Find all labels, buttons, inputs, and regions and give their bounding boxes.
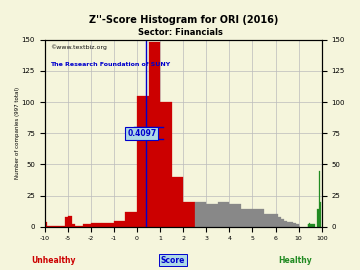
Bar bbox=[312, 224, 313, 227]
Text: Unhealthy: Unhealthy bbox=[32, 256, 76, 265]
Bar bbox=[114, 221, 125, 227]
Bar bbox=[160, 102, 172, 227]
Text: The Research Foundation of SUNY: The Research Foundation of SUNY bbox=[50, 62, 170, 67]
Bar bbox=[68, 215, 72, 227]
Bar bbox=[296, 224, 299, 227]
Bar bbox=[75, 225, 79, 227]
Text: ©www.textbiz.org: ©www.textbiz.org bbox=[50, 44, 107, 50]
Bar bbox=[63, 225, 66, 227]
Bar bbox=[45, 222, 47, 227]
Bar bbox=[66, 217, 68, 227]
Bar bbox=[83, 224, 87, 227]
Title: Z''-Score Histogram for ORI (2016): Z''-Score Histogram for ORI (2016) bbox=[89, 15, 278, 25]
Bar bbox=[284, 221, 287, 227]
Bar bbox=[320, 202, 321, 227]
Bar bbox=[311, 224, 312, 227]
Bar bbox=[79, 225, 83, 227]
Bar bbox=[72, 224, 75, 227]
Text: 0.4097: 0.4097 bbox=[127, 129, 157, 138]
Bar bbox=[308, 224, 309, 227]
Text: Score: Score bbox=[161, 256, 185, 265]
Bar bbox=[61, 225, 63, 227]
Bar bbox=[49, 225, 51, 227]
Bar bbox=[264, 214, 276, 227]
Bar bbox=[241, 209, 252, 227]
Bar bbox=[54, 225, 56, 227]
Bar bbox=[309, 223, 310, 227]
Bar bbox=[310, 224, 311, 227]
Text: Healthy: Healthy bbox=[278, 256, 312, 265]
Bar bbox=[229, 204, 241, 227]
Bar bbox=[47, 225, 49, 227]
Bar bbox=[102, 223, 114, 227]
Y-axis label: Number of companies (997 total): Number of companies (997 total) bbox=[15, 87, 20, 179]
Bar bbox=[87, 224, 91, 227]
Bar bbox=[91, 223, 102, 227]
Bar bbox=[279, 217, 282, 227]
Bar bbox=[206, 204, 218, 227]
Bar bbox=[314, 224, 315, 227]
Bar bbox=[319, 171, 320, 227]
Bar bbox=[290, 222, 293, 227]
Bar bbox=[293, 223, 296, 227]
Bar bbox=[137, 96, 149, 227]
Bar bbox=[183, 202, 195, 227]
Text: Sector: Financials: Sector: Financials bbox=[138, 28, 222, 37]
Bar bbox=[252, 209, 264, 227]
Bar bbox=[58, 225, 61, 227]
Bar bbox=[172, 177, 183, 227]
Bar bbox=[125, 212, 137, 227]
Bar bbox=[218, 202, 229, 227]
Bar bbox=[195, 202, 206, 227]
Bar bbox=[56, 225, 58, 227]
Bar bbox=[313, 224, 314, 227]
Bar bbox=[282, 219, 284, 227]
Bar bbox=[149, 42, 160, 227]
Bar bbox=[287, 222, 290, 227]
Bar bbox=[51, 225, 54, 227]
Bar bbox=[276, 214, 279, 227]
Bar bbox=[318, 209, 319, 227]
